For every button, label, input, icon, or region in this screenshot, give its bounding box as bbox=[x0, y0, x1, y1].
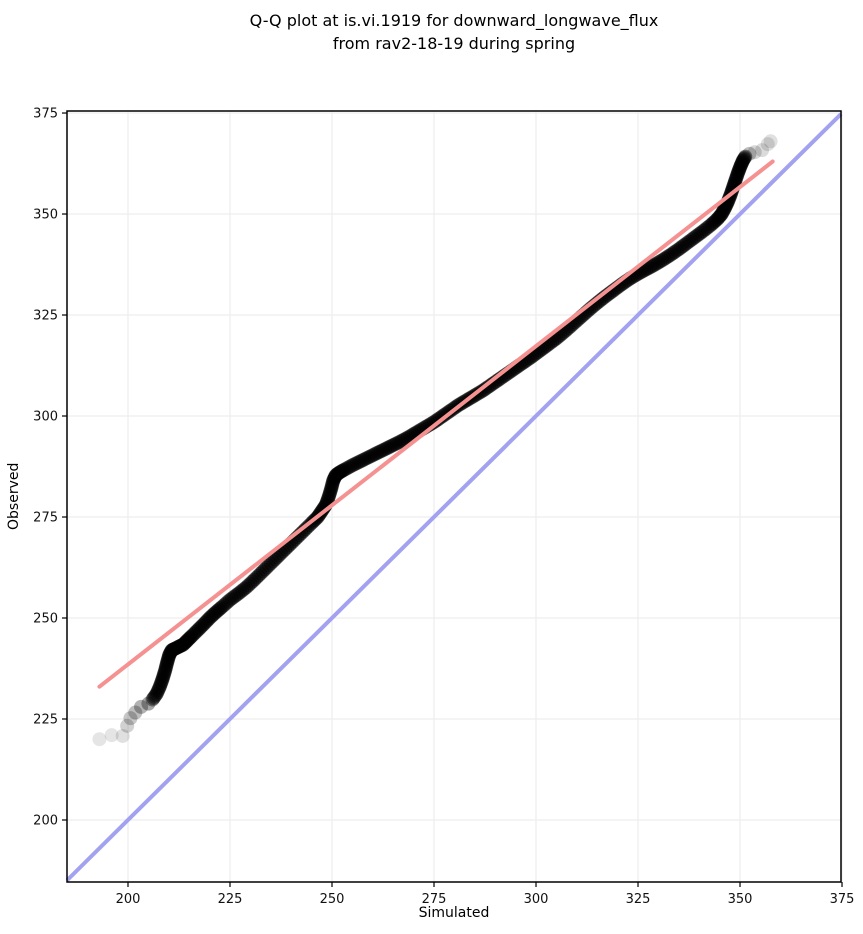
x-axis-label: Simulated bbox=[418, 905, 490, 921]
x-tick-label: 300 bbox=[524, 892, 549, 907]
y-tick-label: 375 bbox=[33, 107, 58, 122]
scatter-point bbox=[145, 692, 160, 707]
y-tick-label: 250 bbox=[33, 611, 58, 626]
x-tick-label: 250 bbox=[320, 892, 345, 907]
scatter-point bbox=[736, 152, 751, 167]
scatter-point bbox=[134, 699, 149, 714]
x-tick-label: 200 bbox=[116, 892, 141, 907]
y-tick-label: 350 bbox=[33, 208, 58, 223]
scatter-point bbox=[763, 134, 778, 149]
scatter-point bbox=[146, 691, 161, 706]
scatter-point bbox=[735, 153, 750, 168]
scatter-point bbox=[760, 137, 775, 152]
scatter-point bbox=[737, 150, 752, 165]
x-tick-label: 325 bbox=[626, 892, 651, 907]
scatter-point bbox=[141, 696, 156, 711]
x-tick-label: 275 bbox=[422, 892, 447, 907]
chart-title: Q-Q plot at is.vi.1919 for downward_long… bbox=[249, 11, 659, 53]
scatter-point bbox=[92, 732, 107, 747]
scatter-point bbox=[738, 149, 753, 164]
fit-line bbox=[97, 159, 775, 689]
y-tick-label: 300 bbox=[33, 410, 58, 425]
y-axis-label: Observed bbox=[6, 462, 22, 531]
x-tick-label: 225 bbox=[218, 892, 243, 907]
plot-spines bbox=[66, 110, 842, 883]
identity-line bbox=[65, 112, 843, 882]
scatter-point bbox=[755, 143, 770, 158]
y-tick-label: 200 bbox=[33, 813, 58, 828]
scatter-point bbox=[737, 151, 752, 166]
scatter-point bbox=[123, 711, 138, 726]
scatter-point bbox=[120, 718, 135, 733]
y-tick-label: 325 bbox=[33, 309, 58, 324]
scatter-point bbox=[742, 146, 757, 161]
y-tick-label: 275 bbox=[33, 511, 58, 526]
scatter-point bbox=[104, 728, 119, 743]
x-tick-label: 375 bbox=[830, 892, 855, 907]
y-tick-label: 225 bbox=[33, 712, 58, 727]
scatter-point bbox=[747, 145, 762, 160]
plot-area: 200 225 250 275 300 325 350 375 200 225 250 275 300 3… bbox=[33, 107, 854, 907]
scatter-point bbox=[115, 728, 130, 743]
scatter-point bbox=[128, 705, 143, 720]
x-tick-label: 350 bbox=[728, 892, 753, 907]
